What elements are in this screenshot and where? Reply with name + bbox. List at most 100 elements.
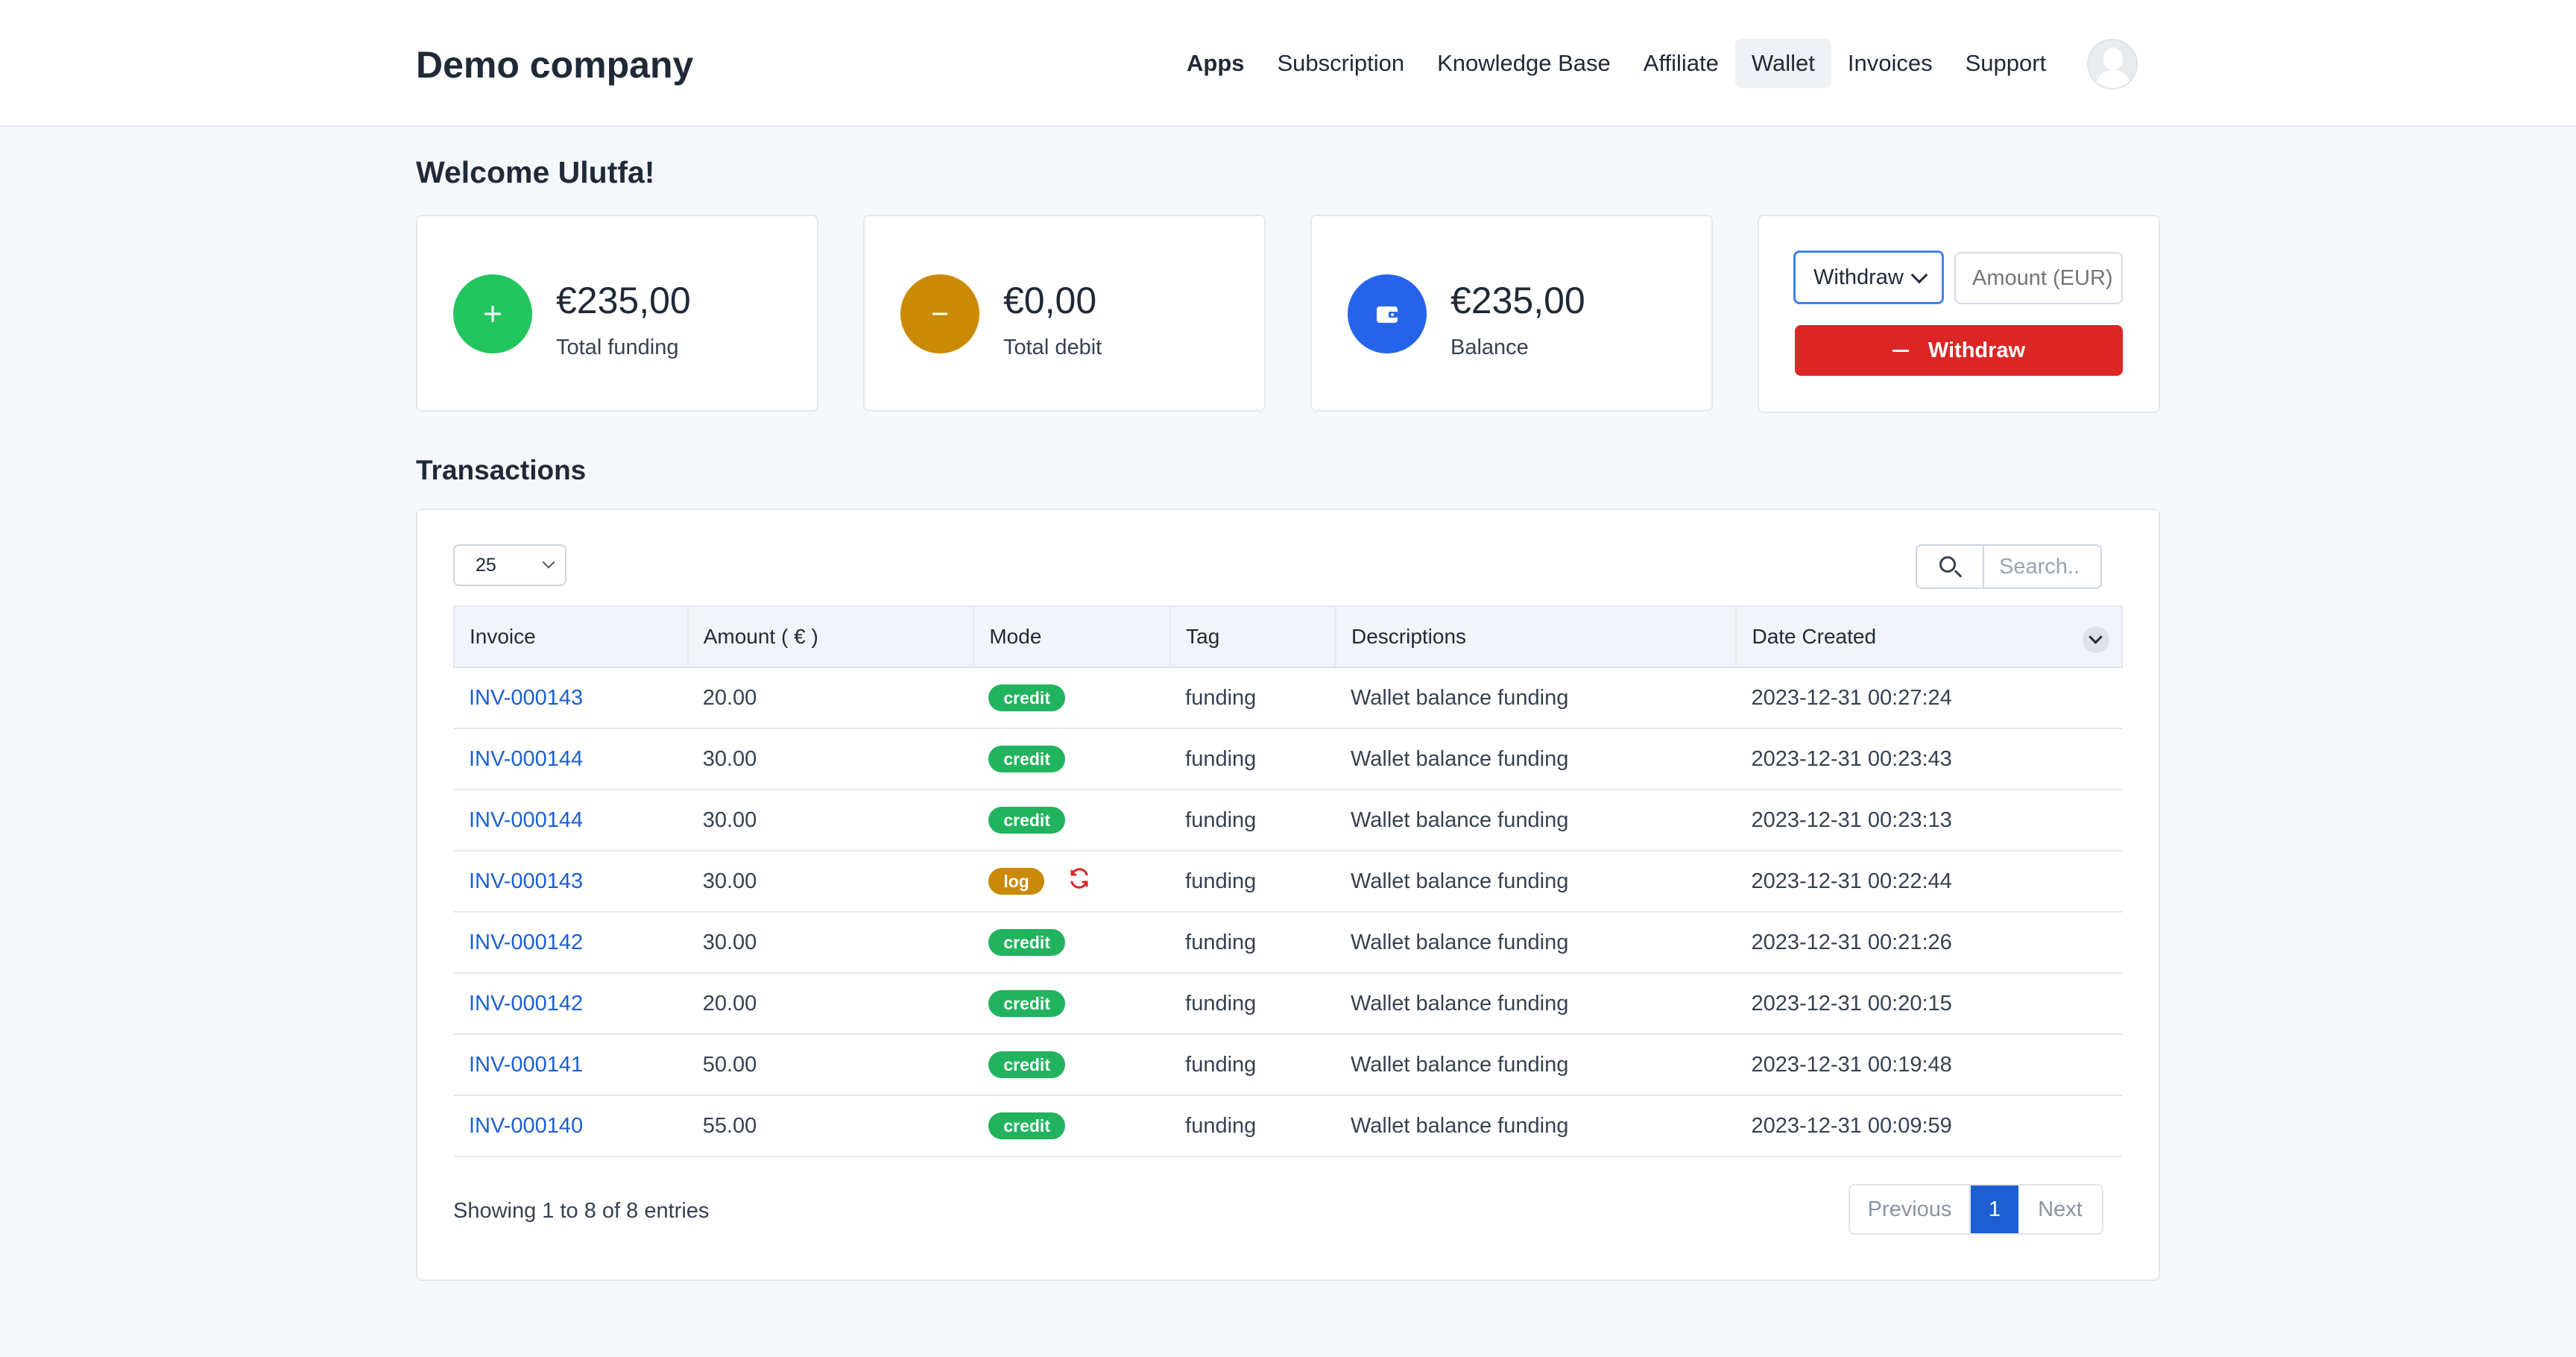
amount-cell: 30.00 [702, 746, 757, 771]
amount-cell: 30.00 [702, 869, 757, 893]
amount-cell: 55.00 [702, 1113, 757, 1138]
nav-knowledge-base[interactable]: Knowledge Base [1437, 50, 1611, 76]
invoice-link[interactable]: INV-000142 [469, 930, 584, 954]
minus-icon [900, 274, 979, 353]
tag-cell: funding [1185, 685, 1257, 710]
tag-cell: funding [1185, 869, 1257, 893]
invoice-link[interactable]: INV-000143 [469, 685, 584, 710]
mode-cell: credit [973, 667, 1170, 728]
date-cell: 2023-12-31 00:27:24 [1751, 685, 1952, 710]
col-date-created-label: Date Created [1752, 625, 1877, 648]
mode-cell: credit [973, 973, 1170, 1034]
table-row: INV-000142 20.00 credit funding Wallet b… [454, 973, 2122, 1034]
tag-cell: funding [1185, 746, 1257, 771]
date-cell: 2023-12-31 00:23:43 [1751, 746, 1952, 771]
tag-cell: funding [1185, 807, 1257, 832]
col-descriptions[interactable]: Descriptions [1334, 605, 1737, 668]
minus-icon [1892, 349, 1909, 352]
nav-invoices[interactable]: Invoices [1847, 50, 1933, 76]
mode-cell: credit [973, 728, 1170, 790]
withdraw-button[interactable]: Withdraw [1795, 325, 2123, 376]
pagination-next[interactable]: Next [2038, 1197, 2083, 1221]
description-cell: Wallet balance funding [1350, 685, 1569, 710]
date-cell: 2023-12-31 00:21:26 [1751, 930, 1952, 954]
search-box: Search.. [1916, 544, 2102, 589]
invoice-link[interactable]: INV-000140 [469, 1113, 584, 1138]
nav-affiliate[interactable]: Affiliate [1643, 50, 1719, 76]
table-row: INV-000142 30.00 credit funding Wallet b… [454, 912, 2122, 973]
transaction-type-value: Withdraw [1813, 265, 1904, 289]
tag-cell: funding [1185, 930, 1257, 954]
total-funding-label: Total funding [556, 336, 679, 359]
col-tag[interactable]: Tag [1169, 605, 1336, 668]
mode-cell: credit [973, 1034, 1170, 1095]
col-date-created[interactable]: Date Created [1735, 605, 2123, 668]
total-debit-amount: €0,00 [1003, 280, 1097, 321]
mode-badge: credit [988, 684, 1065, 711]
date-cell: 2023-12-31 00:09:59 [1751, 1113, 1952, 1138]
mode-badge: credit [988, 1112, 1065, 1139]
pagination-page-1[interactable]: 1 [1971, 1186, 2018, 1233]
search-button[interactable] [1917, 546, 1984, 588]
total-funding-card: €235,00 Total funding [416, 215, 818, 412]
table-row: INV-000143 20.00 credit funding Wallet b… [454, 667, 2122, 728]
refresh-icon[interactable] [1068, 867, 1090, 895]
entries-per-page-value: 25 [476, 555, 496, 576]
col-mode[interactable]: Mode [973, 605, 1172, 668]
invoice-link[interactable]: INV-000141 [469, 1052, 584, 1077]
pagination: Previous 1 Next [1849, 1184, 2103, 1235]
user-avatar[interactable] [2087, 39, 2138, 89]
mode-badge: credit [988, 746, 1065, 772]
mode-badge: credit [988, 807, 1065, 834]
description-cell: Wallet balance funding [1350, 746, 1569, 771]
invoice-link[interactable]: INV-000143 [469, 869, 584, 893]
withdraw-card: Withdraw Withdraw [1758, 215, 2160, 413]
mode-cell: credit [973, 790, 1170, 851]
invoice-link[interactable]: INV-000142 [469, 991, 584, 1016]
col-amount[interactable]: Amount ( € ) [686, 605, 975, 668]
main-nav: Apps Subscription Knowledge Base Affilia… [1170, 39, 2062, 88]
amount-cell: 20.00 [702, 991, 757, 1016]
description-cell: Wallet balance funding [1350, 930, 1569, 954]
description-cell: Wallet balance funding [1350, 869, 1569, 893]
pagination-previous[interactable]: Previous [1850, 1186, 1971, 1233]
invoice-link[interactable]: INV-000144 [469, 746, 584, 771]
date-cell: 2023-12-31 00:19:48 [1751, 1052, 1952, 1077]
mode-cell: credit [973, 1095, 1170, 1156]
invoice-link[interactable]: INV-000144 [469, 807, 584, 832]
brand-name[interactable]: Demo company [416, 44, 694, 86]
total-debit-card: €0,00 Total debit [863, 215, 1266, 412]
amount-input[interactable] [1954, 252, 2123, 304]
mode-cell: credit [973, 912, 1170, 973]
tag-cell: funding [1185, 991, 1257, 1016]
table-row: INV-000143 30.00 log funding Wallet bala… [454, 851, 2122, 912]
sort-chevron-icon[interactable] [2083, 626, 2109, 653]
amount-cell: 30.00 [702, 807, 757, 832]
mode-badge: credit [988, 990, 1065, 1017]
description-cell: Wallet balance funding [1350, 991, 1569, 1016]
nav-support[interactable]: Support [1965, 50, 2047, 76]
total-funding-amount: €235,00 [556, 280, 691, 321]
table-header-row: Invoice Amount ( € ) Mode Tag Descriptio… [453, 605, 2123, 668]
chevron-down-icon [542, 555, 555, 569]
amount-cell: 50.00 [702, 1052, 757, 1077]
nav-wallet[interactable]: Wallet [1734, 39, 1831, 88]
chevron-down-icon [1910, 266, 1928, 284]
search-icon-handle [1954, 570, 1963, 578]
transaction-type-select[interactable]: Withdraw [1793, 251, 1944, 304]
table-row: INV-000144 30.00 credit funding Wallet b… [454, 728, 2122, 790]
avatar-head-icon [2103, 48, 2123, 70]
date-cell: 2023-12-31 00:20:15 [1751, 991, 1952, 1016]
search-input[interactable]: Search.. [1999, 555, 2080, 579]
entries-per-page-select[interactable]: 25 [453, 544, 566, 586]
search-icon [1939, 556, 1956, 573]
nav-apps[interactable]: Apps [1187, 50, 1245, 76]
balance-card: €235,00 Balance [1310, 215, 1713, 412]
transactions-card: 25 Search.. Invoice Amount ( € ) Mode Ta… [416, 509, 2160, 1281]
total-debit-label: Total debit [1003, 336, 1102, 359]
transactions-table: Invoice Amount ( € ) Mode Tag Descriptio… [453, 605, 2123, 1157]
amount-cell: 20.00 [702, 685, 757, 710]
nav-subscription[interactable]: Subscription [1277, 50, 1405, 76]
withdraw-button-label: Withdraw [1928, 338, 2026, 362]
col-invoice[interactable]: Invoice [453, 605, 689, 668]
